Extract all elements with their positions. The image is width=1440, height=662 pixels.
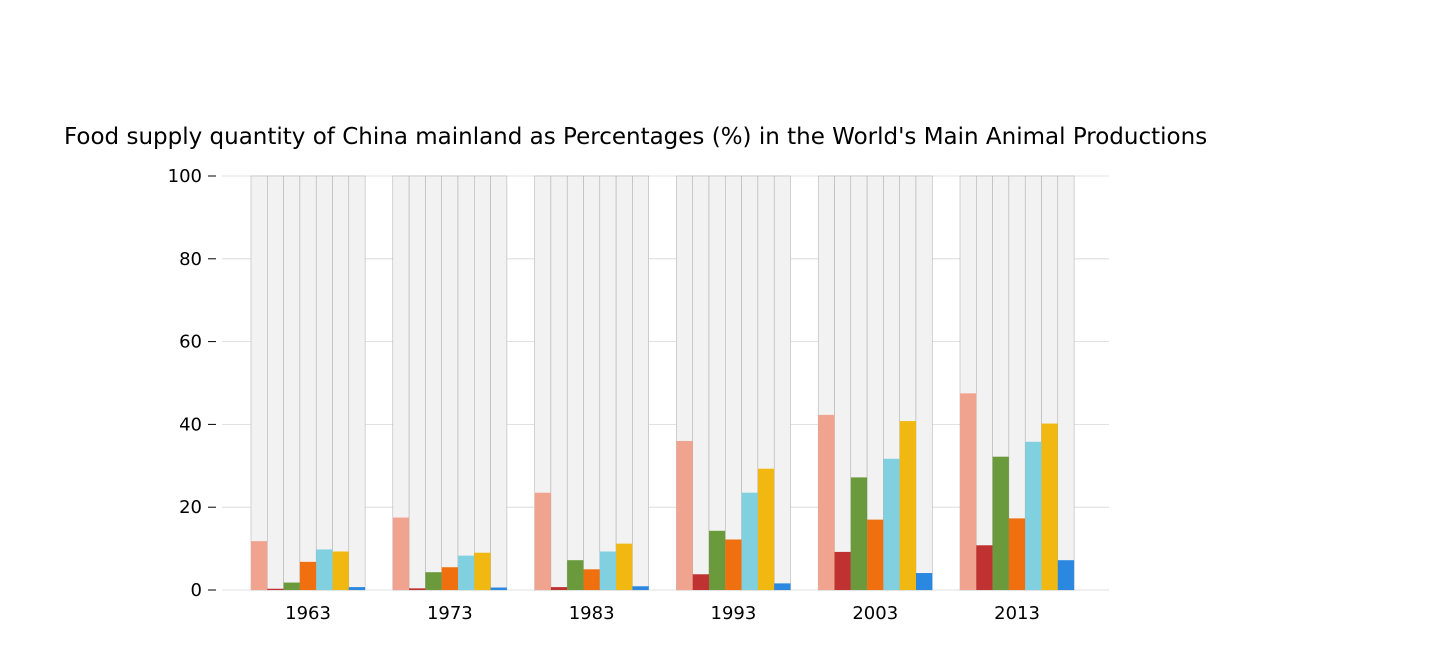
background-bar <box>725 175 742 591</box>
data-bar <box>834 551 851 590</box>
background-bar <box>976 175 993 591</box>
chart-title: Food supply quantity of China mainland a… <box>64 124 1207 150</box>
x-tick-label: 1973 <box>427 603 473 624</box>
data-bar <box>458 555 475 590</box>
y-tick-label: 0 <box>191 580 202 601</box>
background-bar <box>773 175 791 591</box>
background-bar <box>1057 175 1075 591</box>
data-bar <box>283 582 300 590</box>
x-tick-label: 1963 <box>285 603 331 624</box>
background-bar <box>441 175 459 591</box>
background-bar <box>632 175 649 591</box>
data-bar <box>616 543 633 590</box>
x-tick-label: 1983 <box>569 603 615 624</box>
y-tick-label: 80 <box>179 249 202 270</box>
background-bar <box>348 175 366 591</box>
data-bar <box>550 587 568 590</box>
background-bar <box>550 175 568 591</box>
data-bar <box>960 393 977 590</box>
background-bar <box>915 175 933 591</box>
data-bar <box>409 588 426 590</box>
background-bar <box>332 175 350 591</box>
background-bar <box>490 175 508 591</box>
y-axis: 0 20 40 60 80 100 <box>168 166 216 601</box>
x-tick-label: 2013 <box>994 603 1040 624</box>
y-tick-label: 40 <box>179 414 202 435</box>
data-bar <box>883 458 900 590</box>
background-bar <box>425 175 442 591</box>
data-bar <box>818 414 835 590</box>
data-bar <box>1025 441 1042 590</box>
data-bar <box>757 468 775 590</box>
data-bar <box>534 492 551 590</box>
data-bar <box>474 552 491 590</box>
background-bars <box>250 175 1075 591</box>
data-bar <box>899 421 916 590</box>
data-bar <box>348 587 366 590</box>
background-bar <box>474 175 491 591</box>
background-bar <box>708 175 726 591</box>
data-bar <box>316 549 333 590</box>
background-bar <box>583 175 601 591</box>
x-tick-label: 1993 <box>711 603 757 624</box>
data-bar <box>583 569 600 590</box>
data-bar <box>1057 560 1075 590</box>
data-bar <box>267 588 284 590</box>
background-bar <box>457 175 475 591</box>
data-bar <box>425 572 442 590</box>
background-bar <box>599 175 617 591</box>
data-bar <box>299 561 317 590</box>
data-bar <box>392 517 410 590</box>
background-bar <box>250 175 268 591</box>
data-bar <box>850 477 868 590</box>
background-bar <box>566 175 584 591</box>
data-bar <box>441 567 458 590</box>
data-bar <box>567 560 584 590</box>
data-bar <box>251 541 268 590</box>
data-bar <box>867 519 884 590</box>
data-bars <box>251 393 1075 590</box>
data-bar <box>1008 518 1026 590</box>
background-bar <box>692 175 710 591</box>
y-tick-label: 60 <box>179 332 202 353</box>
background-bar <box>408 175 426 591</box>
data-bar <box>725 539 742 590</box>
data-bar <box>976 545 993 590</box>
background-bar <box>315 175 333 591</box>
data-bar <box>490 587 507 590</box>
y-tick-label: 100 <box>168 166 202 187</box>
data-bar <box>692 574 709 590</box>
data-bar <box>332 551 349 590</box>
data-bar <box>774 583 791 590</box>
background-bar <box>834 175 852 591</box>
data-bar <box>709 530 726 590</box>
background-bar <box>267 175 284 591</box>
background-bar <box>615 175 633 591</box>
data-bar <box>599 551 617 590</box>
background-bar <box>299 175 317 591</box>
data-bar <box>632 586 649 590</box>
data-bar <box>741 492 758 590</box>
x-axis: 1963 1973 1983 1993 2003 2013 <box>285 603 1040 624</box>
data-bar <box>1041 423 1058 590</box>
data-bar <box>916 573 933 590</box>
background-bar <box>283 175 301 591</box>
data-bar <box>676 440 693 590</box>
x-tick-label: 2003 <box>852 603 898 624</box>
data-bar <box>992 456 1009 590</box>
y-tick-label: 20 <box>179 497 202 518</box>
